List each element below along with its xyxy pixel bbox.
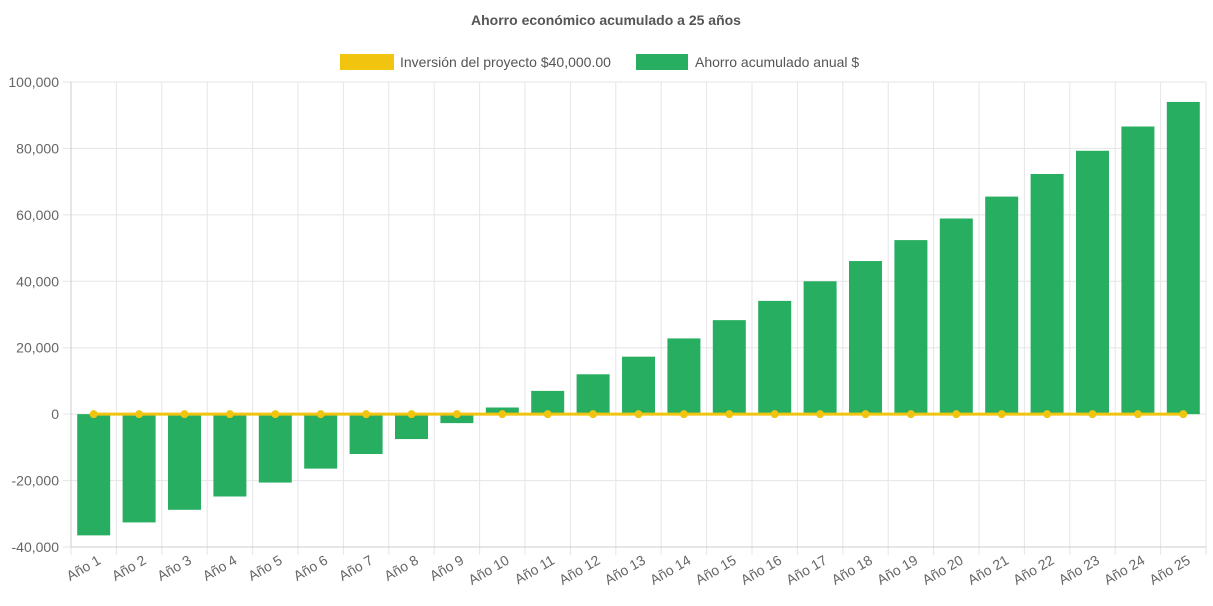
x-tick-label: Año 18	[829, 552, 876, 588]
investment-point	[679, 410, 688, 419]
savings-bar	[213, 414, 247, 497]
legend-swatch-investment[interactable]	[340, 54, 394, 70]
x-tick-label: Año 21	[965, 552, 1012, 588]
savings-bar	[939, 218, 973, 415]
investment-point	[1179, 410, 1188, 419]
savings-bar	[168, 414, 201, 510]
savings-bar	[258, 414, 292, 483]
savings-bar	[531, 390, 565, 415]
investment-point	[271, 410, 280, 419]
savings-bar	[1121, 126, 1155, 415]
bar-series	[77, 101, 1200, 536]
savings-bar	[395, 414, 428, 440]
investment-point	[135, 410, 144, 419]
x-tick-label: Año 25	[1146, 552, 1193, 588]
x-tick-label: Año 15	[692, 552, 739, 588]
x-tick-label: Año 11	[512, 552, 558, 588]
investment-point	[543, 410, 552, 419]
investment-point	[816, 410, 825, 419]
savings-bar	[576, 374, 610, 415]
investment-point	[906, 410, 915, 419]
savings-bar	[1030, 174, 1064, 415]
x-tick-label: Año 22	[1010, 552, 1057, 588]
x-tick-label: Año 3	[154, 552, 194, 584]
y-tick-label: -20,000	[12, 473, 60, 489]
x-tick-label: Año 4	[200, 552, 240, 584]
savings-bar	[622, 356, 655, 415]
investment-point	[1043, 410, 1052, 419]
savings-bar	[1166, 101, 1200, 415]
x-tick-label: Año 19	[874, 552, 921, 588]
savings-bar	[758, 300, 792, 415]
legend-label-investment[interactable]: Inversión del proyecto $40,000.00	[400, 54, 611, 70]
x-tick-label: Año 1	[64, 552, 104, 584]
investment-point	[997, 410, 1006, 419]
x-tick-label: Año 7	[336, 552, 376, 584]
x-tick-label: Año 10	[465, 552, 512, 588]
y-tick-label: 100,000	[8, 74, 59, 90]
y-tick-label: 20,000	[16, 340, 59, 356]
investment-point	[89, 410, 98, 419]
savings-bar	[304, 414, 338, 469]
investment-point	[634, 410, 643, 419]
investment-point	[452, 410, 461, 419]
savings-bar	[712, 320, 746, 415]
savings-bar	[77, 414, 111, 536]
savings-bar	[667, 338, 701, 415]
x-tick-label: Año 24	[1101, 552, 1148, 588]
y-tick-label: 0	[51, 406, 59, 422]
investment-point	[362, 410, 371, 419]
savings-bar	[1076, 150, 1109, 415]
x-tick-label: Año 2	[109, 552, 149, 584]
x-tick-label: Año 5	[245, 552, 285, 584]
line-series	[89, 410, 1188, 419]
investment-point	[180, 410, 189, 419]
savings-bar	[122, 414, 156, 523]
savings-bar	[849, 261, 882, 415]
investment-point	[498, 410, 507, 419]
investment-point	[225, 410, 234, 419]
chart-legend: Inversión del proyecto $40,000.00 Ahorro…	[340, 54, 859, 70]
y-tick-label: 60,000	[16, 207, 59, 223]
investment-point	[770, 410, 779, 419]
investment-point	[589, 410, 598, 419]
y-tick-label: -40,000	[12, 539, 60, 555]
axes: 100,000 80,000 60,000 40,000 20,000 0 -20,000 -…	[8, 74, 1206, 588]
x-tick-label: Año 8	[381, 552, 421, 584]
savings-bar	[349, 414, 383, 454]
x-tick-label: Año 17	[783, 552, 830, 588]
legend-swatch-savings[interactable]	[636, 54, 688, 70]
investment-point	[407, 410, 416, 419]
x-tick-label: Año 16	[738, 552, 785, 588]
x-tick-label: Año 6	[291, 552, 331, 584]
x-tick-label: Año 12	[556, 552, 603, 588]
investment-point	[1133, 410, 1142, 419]
y-tick-label: 40,000	[16, 273, 59, 289]
x-tick-label: Año 20	[919, 552, 966, 588]
legend-label-savings[interactable]: Ahorro acumulado anual $	[695, 54, 859, 70]
investment-point	[1088, 410, 1097, 419]
savings-bar	[894, 240, 928, 415]
x-tick-label: Año 13	[602, 552, 649, 588]
investment-point	[725, 410, 734, 419]
x-tick-label: Año 14	[647, 552, 694, 588]
chart-title: Ahorro económico acumulado a 25 años	[471, 12, 741, 28]
savings-bar	[803, 281, 837, 415]
savings-bar	[985, 196, 1019, 415]
investment-point	[316, 410, 325, 419]
y-tick-label: 80,000	[16, 140, 59, 156]
savings-bar	[440, 414, 474, 424]
investment-point	[861, 410, 870, 419]
investment-point	[952, 410, 961, 419]
x-tick-label: Año 23	[1056, 552, 1103, 588]
x-tick-label: Año 9	[427, 552, 467, 584]
